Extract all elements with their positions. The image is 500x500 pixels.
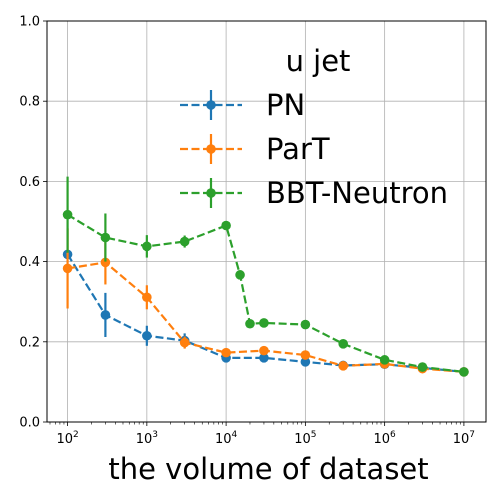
- legend-marker: [206, 188, 216, 198]
- legend-marker: [206, 100, 216, 110]
- data-point: [235, 270, 245, 280]
- y-tick-label: 0.8: [19, 95, 40, 110]
- data-point: [179, 337, 190, 348]
- legend: u jet PN ParT BBT-Neutron: [180, 44, 448, 210]
- x-tick-label: 103: [136, 430, 158, 447]
- legend-entry: ParT: [180, 132, 330, 166]
- data-point: [100, 257, 111, 268]
- axis-ticks: 102 103 104 105 106 107 0.0 0.2 0.4 0.6 0.8 1.0: [19, 15, 475, 448]
- plot-series: [62, 176, 469, 377]
- data-point: [300, 357, 311, 367]
- legend-label: ParT: [266, 132, 330, 166]
- x-tick-label: 104: [215, 430, 238, 447]
- data-point: [221, 347, 231, 358]
- data-point: [259, 353, 269, 363]
- data-point: [459, 367, 469, 377]
- data-point: [417, 362, 428, 372]
- data-point: [100, 310, 111, 320]
- legend-label: BBT-Neutron: [266, 176, 448, 210]
- data-point: [300, 350, 311, 360]
- data-point: [100, 232, 111, 243]
- data-point: [62, 209, 73, 220]
- series-line: [66, 253, 465, 373]
- data-point: [179, 236, 190, 247]
- data-point: [142, 330, 152, 341]
- x-tick-label: 106: [373, 430, 396, 447]
- data-point: [245, 318, 255, 329]
- x-tick-label: 105: [294, 430, 316, 447]
- y-tick-label: 0.0: [19, 416, 40, 431]
- plot-frame: [46, 20, 487, 423]
- data-point: [259, 345, 269, 356]
- x-tick-label: 107: [453, 430, 475, 447]
- x-tick-label: 102: [56, 430, 78, 447]
- legend-label: PN: [266, 88, 305, 122]
- data-point: [338, 361, 348, 371]
- legend-entry: BBT-Neutron: [180, 176, 448, 210]
- data-point: [62, 263, 73, 274]
- series-bbt-neutron: [62, 176, 469, 377]
- legend-title: u jet: [286, 44, 351, 78]
- y-tick-label: 0.6: [19, 175, 40, 190]
- x-axis-label: the volume of dataset: [108, 452, 428, 486]
- data-point: [142, 292, 152, 303]
- data-point: [300, 319, 311, 330]
- data-point: [338, 339, 348, 349]
- data-point: [259, 318, 269, 328]
- data-point: [379, 355, 390, 365]
- data-point: [221, 220, 231, 231]
- y-tick-label: 1.0: [19, 15, 40, 30]
- y-tick-label: 0.2: [19, 335, 40, 350]
- data-point: [142, 241, 152, 252]
- y-tick-label: 0.4: [19, 255, 40, 270]
- legend-marker: [206, 144, 216, 154]
- legend-entry: PN: [180, 88, 305, 122]
